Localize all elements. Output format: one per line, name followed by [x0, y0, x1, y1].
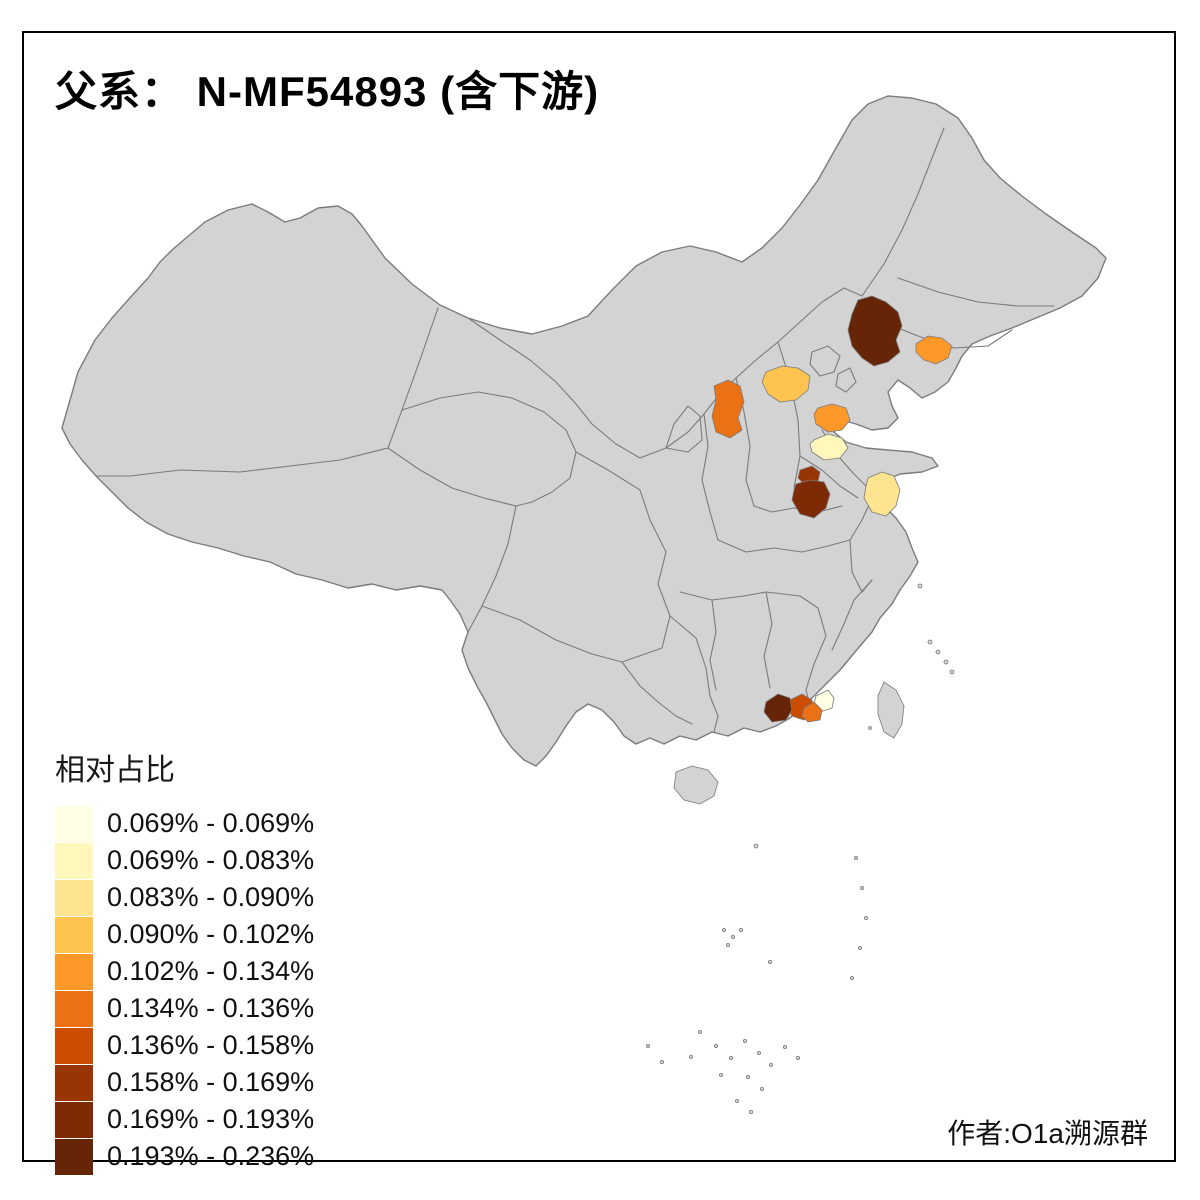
- highlighted-regions: [711, 295, 953, 723]
- legend-swatch: [55, 805, 93, 842]
- mainland-outline: [61, 95, 1107, 767]
- region-liaoning-west: [847, 295, 903, 367]
- hainan-island: [673, 765, 719, 805]
- legend-swatch: [55, 1027, 93, 1064]
- legend: 相对占比 0.069% - 0.069% 0.069% - 0.083% 0.0…: [55, 745, 314, 1175]
- legend-item: 0.136% - 0.158%: [55, 1027, 314, 1064]
- legend-item: 0.069% - 0.083%: [55, 842, 314, 879]
- legend-label: 0.193% - 0.236%: [107, 1141, 315, 1171]
- legend-swatch: [55, 990, 93, 1027]
- legend-swatch: [55, 1101, 93, 1138]
- region-liaoning-central: [915, 335, 953, 365]
- legend-item: 0.134% - 0.136%: [55, 990, 314, 1027]
- islands: [646, 583, 955, 1115]
- region-guangdong-a: [763, 693, 793, 723]
- legend-label: 0.102% - 0.134%: [107, 956, 315, 986]
- legend-item: 0.158% - 0.169%: [55, 1064, 314, 1101]
- region-guangdong-c: [801, 701, 823, 723]
- page-title: 父系： N-MF54893 (含下游): [55, 68, 600, 115]
- taiwan-island: [877, 681, 905, 739]
- legend-swatch: [55, 842, 93, 879]
- legend-swatch: [55, 953, 93, 990]
- legend-item: 0.090% - 0.102%: [55, 916, 314, 953]
- legend-label: 0.069% - 0.083%: [107, 845, 315, 875]
- region-hebei-north: [761, 365, 811, 403]
- legend-swatch: [55, 879, 93, 916]
- legend-item: 0.169% - 0.193%: [55, 1101, 314, 1138]
- region-jiangsu: [863, 471, 901, 517]
- legend-item: 0.069% - 0.069%: [55, 805, 314, 842]
- legend-item: 0.193% - 0.236%: [55, 1138, 314, 1175]
- legend-items: 0.069% - 0.069% 0.069% - 0.083% 0.083% -…: [55, 805, 314, 1175]
- legend-label: 0.158% - 0.169%: [107, 1067, 315, 1097]
- legend-label: 0.136% - 0.158%: [107, 1030, 315, 1060]
- legend-label: 0.134% - 0.136%: [107, 993, 315, 1023]
- legend-swatch: [55, 916, 93, 953]
- legend-label: 0.069% - 0.069%: [107, 808, 315, 838]
- region-henan-main: [791, 479, 831, 519]
- legend-label: 0.090% - 0.102%: [107, 919, 315, 949]
- legend-label: 0.083% - 0.090%: [107, 882, 315, 912]
- legend-item: 0.102% - 0.134%: [55, 953, 314, 990]
- legend-swatch: [55, 1064, 93, 1101]
- region-shandong-west: [809, 433, 849, 461]
- region-shanxi-north: [711, 379, 745, 439]
- small-islands: [646, 583, 955, 1115]
- legend-title: 相对占比: [55, 754, 175, 787]
- region-hebei-south: [813, 403, 851, 433]
- legend-label: 0.169% - 0.193%: [107, 1104, 315, 1134]
- attribution: 作者:O1a溯源群: [947, 1118, 1148, 1149]
- legend-swatch: [55, 1138, 93, 1175]
- legend-item: 0.083% - 0.090%: [55, 879, 314, 916]
